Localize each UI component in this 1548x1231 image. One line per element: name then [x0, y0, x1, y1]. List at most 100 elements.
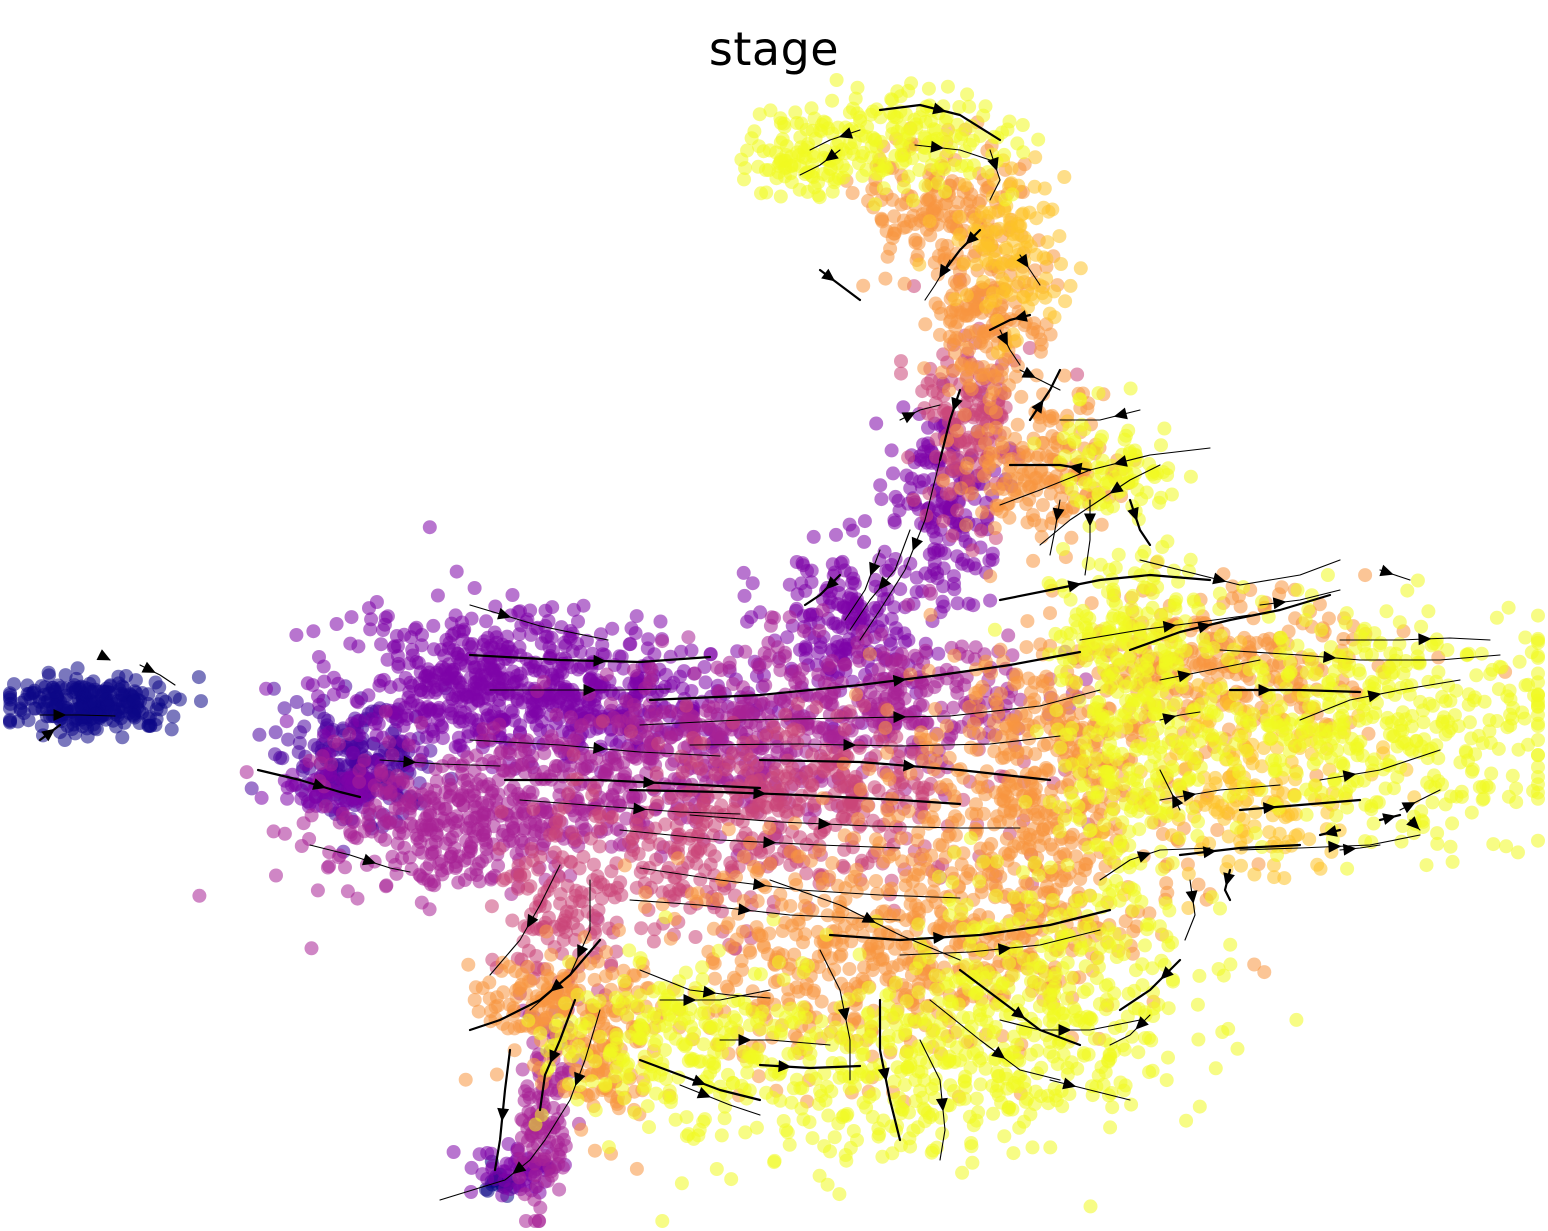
cell-point — [635, 860, 650, 875]
cell-point — [638, 681, 653, 696]
cell-point — [451, 875, 466, 890]
cell-point — [849, 687, 863, 702]
cell-point — [919, 683, 934, 698]
cell-point — [531, 862, 546, 877]
cell-point — [886, 466, 900, 481]
cell-point — [305, 678, 320, 693]
cell-point — [492, 841, 507, 856]
cell-point — [670, 851, 685, 866]
cell-point — [929, 531, 944, 546]
cell-point — [452, 675, 467, 690]
cell-point — [778, 687, 793, 702]
cell-point — [942, 750, 957, 765]
cell-point — [846, 571, 861, 586]
cell-point — [511, 605, 526, 619]
cell-point — [572, 861, 587, 876]
cell-point — [416, 871, 431, 886]
cell-point — [644, 662, 659, 677]
cell-point — [99, 692, 114, 707]
cell-point — [711, 727, 726, 742]
cell-point — [326, 670, 341, 685]
cell-point — [867, 780, 882, 795]
cell-point — [541, 910, 556, 925]
cell-point — [3, 692, 18, 707]
cell-point — [479, 614, 494, 629]
cell-point — [585, 788, 600, 803]
cell-point — [772, 793, 787, 808]
cell-point — [829, 527, 843, 542]
cell-point — [983, 569, 998, 584]
cell-point — [294, 839, 309, 853]
cell-point — [420, 700, 435, 714]
cell-point — [422, 520, 437, 535]
cell-point — [441, 818, 456, 833]
cell-point — [629, 609, 644, 624]
cell-point — [546, 1100, 561, 1115]
cell-point — [565, 826, 580, 841]
cell-point — [343, 824, 358, 839]
cell-point — [1009, 667, 1024, 682]
cell-point — [552, 814, 567, 829]
cell-point — [778, 645, 792, 660]
cell-point — [520, 881, 535, 896]
cell-point — [742, 690, 757, 705]
cell-point — [613, 875, 628, 890]
cell-point — [927, 545, 942, 560]
cell-point — [977, 324, 991, 339]
cell-point — [512, 640, 527, 655]
cell-point — [453, 656, 468, 671]
cell-point — [1094, 517, 1109, 532]
cell-point — [432, 700, 447, 715]
cell-point — [339, 810, 354, 825]
cell-point — [961, 328, 976, 343]
cell-point — [736, 565, 751, 580]
cell-point — [329, 617, 344, 631]
cell-point — [862, 647, 877, 662]
cell-point — [352, 713, 367, 728]
cell-point — [408, 622, 422, 637]
cell-point — [469, 682, 484, 696]
cell-point — [845, 799, 860, 814]
cell-point — [459, 834, 474, 849]
cell-point — [942, 383, 956, 398]
cell-point — [13, 703, 28, 718]
cell-point — [472, 1147, 487, 1162]
cell-point — [1042, 409, 1057, 424]
cell-point — [993, 642, 1008, 657]
cell-point — [164, 722, 179, 737]
cell-point — [551, 922, 566, 937]
cell-point — [476, 656, 491, 671]
cell-point — [555, 850, 570, 865]
cell-point — [838, 812, 853, 826]
cell-point — [513, 718, 528, 733]
cell-point — [1020, 614, 1035, 629]
cell-point — [268, 747, 282, 762]
cell-point — [989, 405, 1003, 420]
cell-point — [626, 663, 641, 678]
cell-point — [837, 722, 852, 737]
cell-point — [1019, 640, 1034, 655]
cell-point — [830, 634, 844, 649]
cell-point — [494, 804, 509, 819]
cell-point — [950, 503, 965, 518]
cell-point — [710, 660, 725, 675]
cell-point — [979, 764, 994, 779]
cell-point — [641, 632, 656, 647]
cell-point — [906, 492, 921, 507]
cell-point — [465, 637, 480, 652]
cell-point — [1064, 530, 1079, 545]
cell-point — [985, 386, 1000, 401]
cell-point — [351, 639, 366, 654]
cell-point — [623, 637, 638, 651]
cell-point — [1014, 389, 1029, 404]
cell-point — [934, 306, 949, 321]
cell-point — [997, 386, 1012, 401]
cell-point — [897, 276, 912, 291]
cell-point — [464, 611, 479, 626]
cell-point — [386, 640, 401, 655]
cell-point — [991, 706, 1006, 721]
cell-point — [495, 828, 510, 842]
cell-point — [382, 816, 397, 831]
cell-point — [424, 847, 439, 861]
cell-point — [728, 794, 743, 809]
